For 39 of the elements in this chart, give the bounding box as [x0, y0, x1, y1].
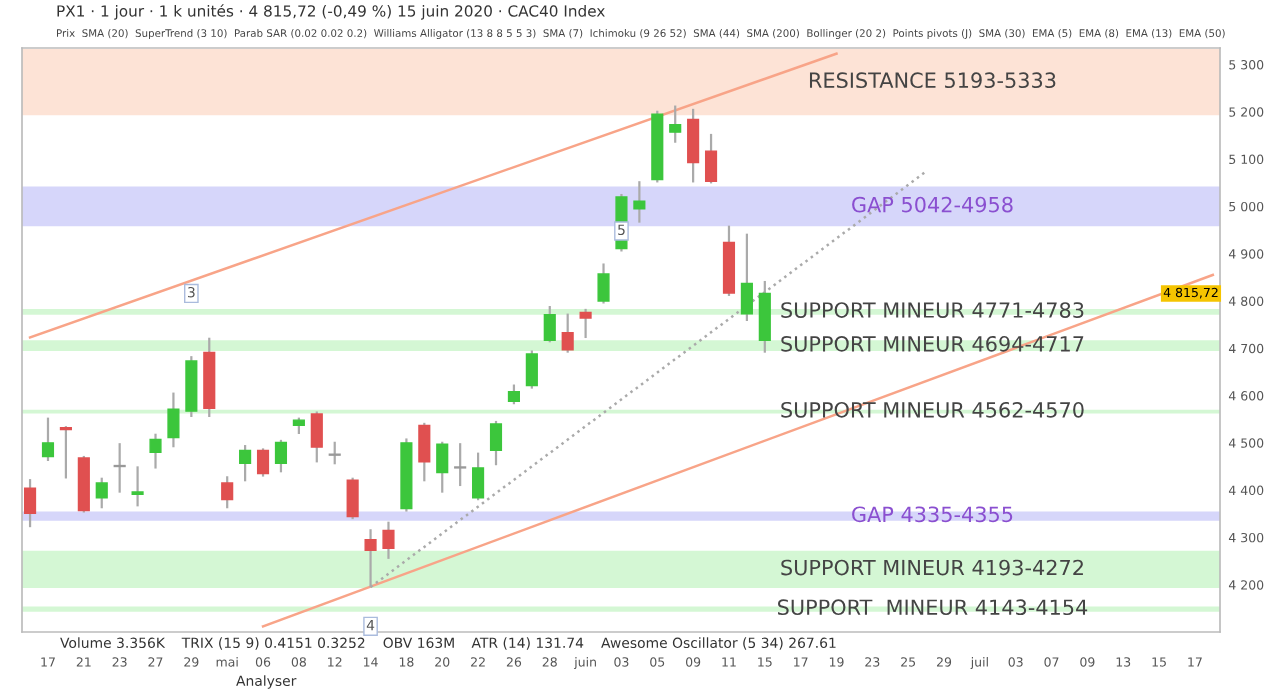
candlestick	[382, 521, 395, 559]
band-label: GAP 5042-4958	[852, 196, 1013, 213]
candlestick	[758, 280, 771, 353]
candlestick	[221, 476, 234, 509]
candlestick	[579, 308, 592, 339]
candlestick	[310, 411, 323, 463]
candlestick	[346, 477, 359, 520]
candlestick	[543, 306, 556, 343]
candlestick	[669, 105, 682, 143]
candlestick	[256, 448, 270, 477]
candlestick	[704, 133, 718, 184]
candlestick	[633, 181, 646, 223]
candlestick	[489, 420, 503, 466]
candlestick	[436, 441, 449, 493]
candlestick	[59, 426, 72, 479]
band-label: SUPPORT MINEUR 4771-4783	[781, 302, 1084, 318]
band-label: RESISTANCE 5193-5333	[809, 72, 1056, 89]
candlestick	[23, 479, 37, 528]
candlestick	[113, 443, 126, 493]
candlestick	[274, 439, 288, 473]
band-label: SUPPORT MINEUR 4143-4154	[778, 599, 1088, 616]
candlestick	[131, 466, 144, 507]
candlestick	[740, 233, 753, 322]
candlestick	[95, 477, 108, 509]
candlestick	[687, 108, 700, 183]
candlestick	[454, 443, 467, 487]
candlestick	[149, 433, 162, 469]
candlestick	[561, 313, 574, 353]
candlestick	[239, 445, 252, 482]
candlestick	[418, 422, 431, 482]
candlestick	[41, 417, 55, 461]
candlestick	[525, 350, 538, 389]
candlestick	[328, 441, 341, 465]
candlestick	[167, 392, 180, 448]
band-label: GAP 4335-4355	[852, 506, 1013, 523]
candlestick	[597, 263, 610, 304]
band-label: SUPPORT MINEUR 4193-4272	[781, 559, 1083, 576]
band-label: SUPPORT MINEUR 4694-4717	[781, 335, 1084, 352]
candlestick	[472, 452, 485, 501]
